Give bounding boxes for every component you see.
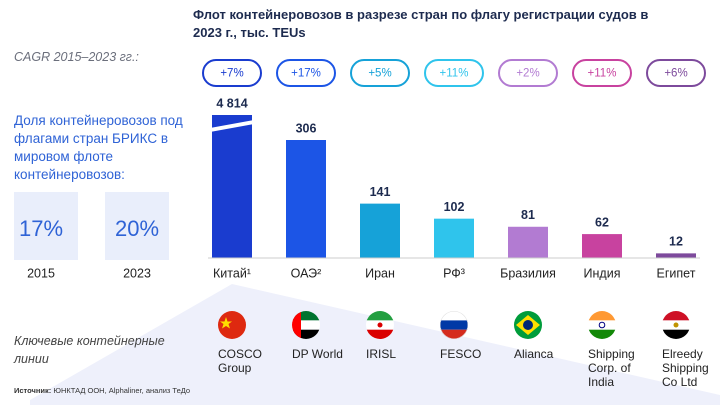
flag-iran bbox=[366, 311, 394, 339]
bar bbox=[656, 253, 696, 258]
share-value: 20% bbox=[115, 216, 159, 241]
cagr-value: +6% bbox=[664, 68, 687, 80]
share-box bbox=[105, 192, 169, 260]
x-tick-label: ОАЭ² bbox=[291, 266, 322, 280]
flags bbox=[218, 311, 690, 339]
flag-india bbox=[588, 311, 616, 339]
cagr-pill bbox=[572, 59, 632, 87]
line-name: Alianca bbox=[514, 347, 554, 361]
lines-label: Ключевые контейнерные линии bbox=[14, 334, 165, 366]
bar bbox=[508, 226, 548, 258]
source: Источник: ЮНКТАД ООН, Alphaliner, анализ… bbox=[14, 386, 190, 395]
cagr-pill bbox=[350, 59, 410, 87]
axis-break bbox=[210, 120, 254, 132]
flag-egypt bbox=[662, 311, 690, 339]
x-tick-label: Иран bbox=[365, 266, 395, 280]
flag-uae bbox=[292, 311, 320, 339]
cagr-label: CAGR 2015–2023 гг.: bbox=[14, 50, 139, 64]
data-label: 141 bbox=[370, 185, 391, 199]
line-name: FESCO bbox=[440, 347, 482, 361]
share-value: 17% bbox=[19, 216, 63, 241]
cagr-pill bbox=[202, 59, 262, 87]
cagr-value: +2% bbox=[516, 68, 539, 80]
cagr-value: +17% bbox=[291, 68, 321, 80]
source-text: ЮНКТАД ООН, Alphaliner, анализ ТеДо bbox=[53, 386, 191, 395]
data-label: 12 bbox=[669, 235, 683, 249]
cagr-value: +5% bbox=[368, 68, 391, 80]
x-tick-label: Индия bbox=[584, 266, 621, 280]
bar bbox=[582, 234, 622, 258]
x-tick-label: РФ³ bbox=[443, 266, 465, 280]
data-label: 62 bbox=[595, 215, 609, 229]
line-name: DP World bbox=[292, 347, 343, 361]
data-label: 306 bbox=[296, 121, 317, 135]
highlight-wedge bbox=[30, 284, 720, 405]
cagr-pill bbox=[498, 59, 558, 87]
share-box bbox=[14, 192, 78, 260]
cagr-value: +11% bbox=[440, 68, 469, 80]
data-label: 81 bbox=[521, 208, 535, 222]
bar bbox=[360, 203, 400, 258]
flag-russia bbox=[440, 311, 468, 339]
x-tick-label: Китай¹ bbox=[213, 266, 251, 280]
bar bbox=[286, 140, 326, 258]
cagr-pill bbox=[646, 59, 706, 87]
data-label: 102 bbox=[444, 200, 465, 214]
bar bbox=[212, 115, 252, 258]
line-name: Elreedy Shipping Co Ltd bbox=[662, 347, 709, 389]
line-name: Shipping Corp. of India bbox=[588, 347, 635, 389]
share-label: Доля контейнеровозов под флагами стран Б… bbox=[14, 113, 183, 182]
bar bbox=[434, 218, 474, 258]
source-label: Источник: bbox=[14, 386, 52, 395]
line-name: COSCO Group bbox=[218, 347, 263, 375]
share-year: 2015 bbox=[27, 266, 55, 280]
cagr-pill bbox=[276, 59, 336, 87]
x-tick-label: Египет bbox=[657, 266, 696, 280]
chart-title: Флот контейнеровозов в разрезе стран по … bbox=[193, 7, 649, 40]
data-label: 4 814 bbox=[216, 96, 247, 110]
cagr-value: +7% bbox=[220, 68, 243, 80]
cagr-value: +11% bbox=[588, 68, 617, 80]
flag-brazil bbox=[514, 311, 542, 339]
x-tick-label: Бразилия bbox=[500, 266, 556, 280]
cagr-pill bbox=[424, 59, 484, 87]
flag-china bbox=[218, 311, 246, 339]
line-name: IRISL bbox=[366, 347, 397, 361]
share-year: 2023 bbox=[123, 266, 151, 280]
